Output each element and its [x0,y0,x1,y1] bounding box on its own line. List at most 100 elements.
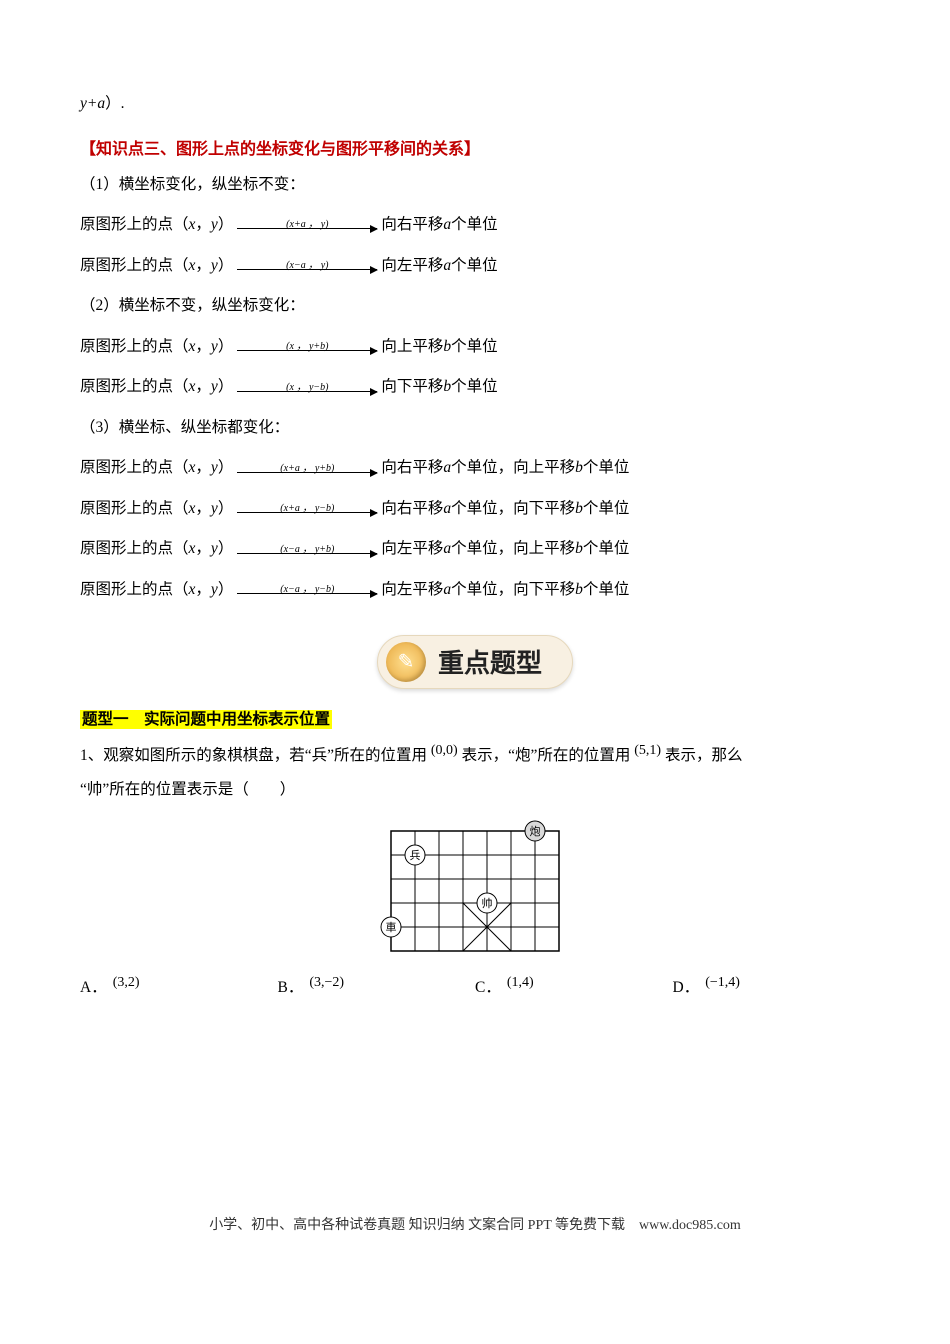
rule-4: 原图形上的点（ x ， y ） (x ， y−b) 向下平移 b 个单位 [80,371,870,404]
stem-y: y [211,574,218,607]
option-c-label: C． [475,975,501,997]
case3-head: （3）横坐标、纵坐标都变化： [80,412,870,445]
stem-comma: ， [195,371,211,404]
result-var2: b [575,493,583,526]
svg-text:車: 車 [386,920,397,934]
rule-5: 原图形上的点（ x ， y ） (x+a ， y+b) 向右平移 a 个单位，向… [80,452,870,485]
result-var: b [443,371,451,404]
stem-y: y [211,209,218,242]
result-var: a [443,452,451,485]
result-var2: b [575,452,583,485]
result-pre: 向右平移 [381,209,443,242]
banner-text: 重点题型 [438,643,542,680]
stem-x: x [189,331,196,364]
stem-prefix: 原图形上的点（ [80,574,189,607]
topic-1-highlight: 题型一 实际问题中用坐标表示位置 [80,710,332,729]
stem-x: x [189,452,196,485]
option-c-coord: (1,4) [507,975,534,991]
rule-8: 原图形上的点（ x ， y ） (x−a ， y−b) 向左平移 a 个单位，向… [80,574,870,607]
option-d-label: D． [673,975,700,997]
question-1: 1、观察如图所示的象棋棋盘，若“兵”所在的位置用 (0,0) 表示，“炮”所在的… [80,739,870,807]
stem-suffix: ） [218,371,234,404]
stem-suffix: ） [218,331,234,364]
result-var: a [443,533,451,566]
stem-suffix: ） [218,533,234,566]
stem-suffix: ） [218,452,234,485]
arrow-line [237,350,377,352]
topic-1-title: 题型一 实际问题中用坐标表示位置 [80,707,870,729]
rule-2: 原图形上的点（ x ， y ） (x−a ， y) 向左平移 a 个单位 [80,250,870,283]
options-row: A． (3,2) B． (3,−2) C． (1,4) D． (−1,4) [80,975,870,997]
arrow-line [237,593,377,595]
stem-prefix: 原图形上的点（ [80,493,189,526]
stem-y: y [211,371,218,404]
result-var: a [443,209,451,242]
result-mid: 个单位，向下平移 [451,574,575,607]
section-banner: ✎ 重点题型 [80,635,870,689]
stem-y: y [211,452,218,485]
option-a-label: A． [80,975,107,997]
result-var: b [443,331,451,364]
option-a-coord: (3,2) [113,975,140,991]
stem-y: y [211,533,218,566]
stem-y: y [211,250,218,283]
result-post: 个单位 [583,533,630,566]
arrow: (x+a ， y+b) [237,464,377,474]
result-var: a [443,250,451,283]
stem-comma: ， [195,209,211,242]
stem-x: x [189,209,196,242]
result-post: 个单位 [583,574,630,607]
arrow-line [237,391,377,393]
stem-x: x [189,371,196,404]
chessboard-svg: 炮兵帅車 [377,817,573,965]
option-d-coord: (−1,4) [705,975,740,991]
result-mid: 个单位，向上平移 [451,452,575,485]
result-var: a [443,493,451,526]
option-b-coord: (3,−2) [309,975,344,991]
result-pre: 向右平移 [381,493,443,526]
arrow: (x−a ， y) [237,261,377,271]
result-post: 个单位 [451,331,498,364]
stem-prefix: 原图形上的点（ [80,250,189,283]
section-3-title: 【知识点三、图形上点的坐标变化与图形平移间的关系】 [80,135,870,159]
arrow: (x+a ， y) [237,220,377,230]
result-pre: 向上平移 [381,331,443,364]
result-mid: 个单位，向上平移 [451,533,575,566]
option-b: B． (3,−2) [278,975,476,997]
result-var2: b [575,574,583,607]
stem-prefix: 原图形上的点（ [80,371,189,404]
svg-text:炮: 炮 [530,825,541,838]
result-post: 个单位 [451,371,498,404]
rule-1: 原图形上的点（ x ， y ） (x+a ， y) 向右平移 a 个单位 [80,209,870,242]
rule-6: 原图形上的点（ x ， y ） (x+a ， y−b) 向右平移 a 个单位，向… [80,493,870,526]
svg-text:帅: 帅 [482,897,493,910]
result-var2: b [575,533,583,566]
arrow-line [237,228,377,230]
stem-prefix: 原图形上的点（ [80,452,189,485]
stem-x: x [189,493,196,526]
result-post: 个单位 [451,209,498,242]
var-y-plus-a: y+a [80,88,105,121]
arrow: (x+a ， y−b) [237,504,377,514]
arrow: (x−a ， y+b) [237,545,377,555]
top-fragment: y+a ）. [80,88,870,121]
stem-comma: ， [195,331,211,364]
stem-y: y [211,493,218,526]
q1-coord1: (0,0) [431,743,458,758]
arrow: (x ， y−b) [237,383,377,393]
option-b-label: B． [278,975,304,997]
stem-prefix: 原图形上的点（ [80,209,189,242]
stem-prefix: 原图形上的点（ [80,533,189,566]
q1-text-b: 表示，“炮”所在的位置用 [462,747,631,764]
stem-comma: ， [195,493,211,526]
rule-7: 原图形上的点（ x ， y ） (x−a ， y+b) 向左平移 a 个单位，向… [80,533,870,566]
stem-comma: ， [195,574,211,607]
result-mid: 个单位，向下平移 [451,493,575,526]
arrow: (x ， y+b) [237,342,377,352]
pencil-icon: ✎ [386,642,426,682]
stem-x: x [189,250,196,283]
stem-suffix: ） [218,574,234,607]
stem-suffix: ） [218,209,234,242]
result-var: a [443,574,451,607]
stem-prefix: 原图形上的点（ [80,331,189,364]
